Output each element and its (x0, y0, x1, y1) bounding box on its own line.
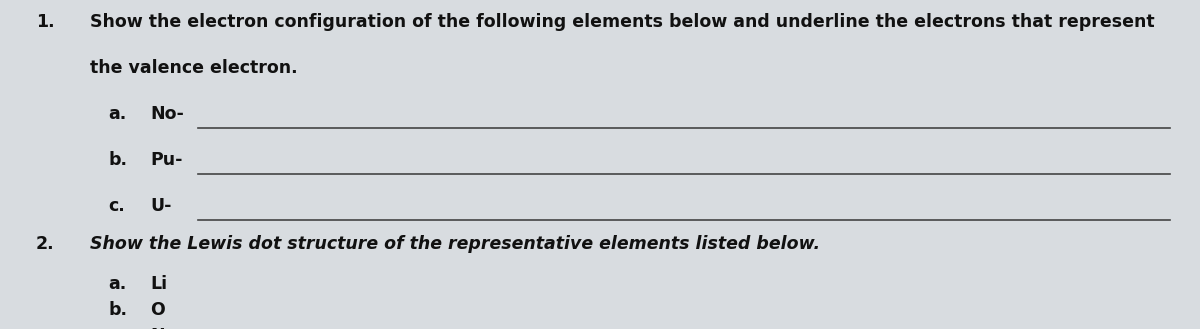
Text: b.: b. (108, 151, 127, 169)
Text: O: O (150, 301, 164, 319)
Text: Show the electron configuration of the following elements below and underline th: Show the electron configuration of the f… (90, 13, 1154, 31)
Text: Ne: Ne (150, 327, 176, 329)
Text: Show the Lewis dot structure of the representative elements listed below.: Show the Lewis dot structure of the repr… (90, 235, 820, 253)
Text: the valence electron.: the valence electron. (90, 59, 298, 77)
Text: c.: c. (108, 197, 125, 215)
Text: c.: c. (108, 327, 125, 329)
Text: a.: a. (108, 105, 126, 123)
Text: b.: b. (108, 301, 127, 319)
Text: a.: a. (108, 275, 126, 293)
Text: No-: No- (150, 105, 184, 123)
Text: U-: U- (150, 197, 172, 215)
Text: Pu-: Pu- (150, 151, 182, 169)
Text: 2.: 2. (36, 235, 55, 253)
Text: 1.: 1. (36, 13, 55, 31)
Text: Li: Li (150, 275, 167, 293)
